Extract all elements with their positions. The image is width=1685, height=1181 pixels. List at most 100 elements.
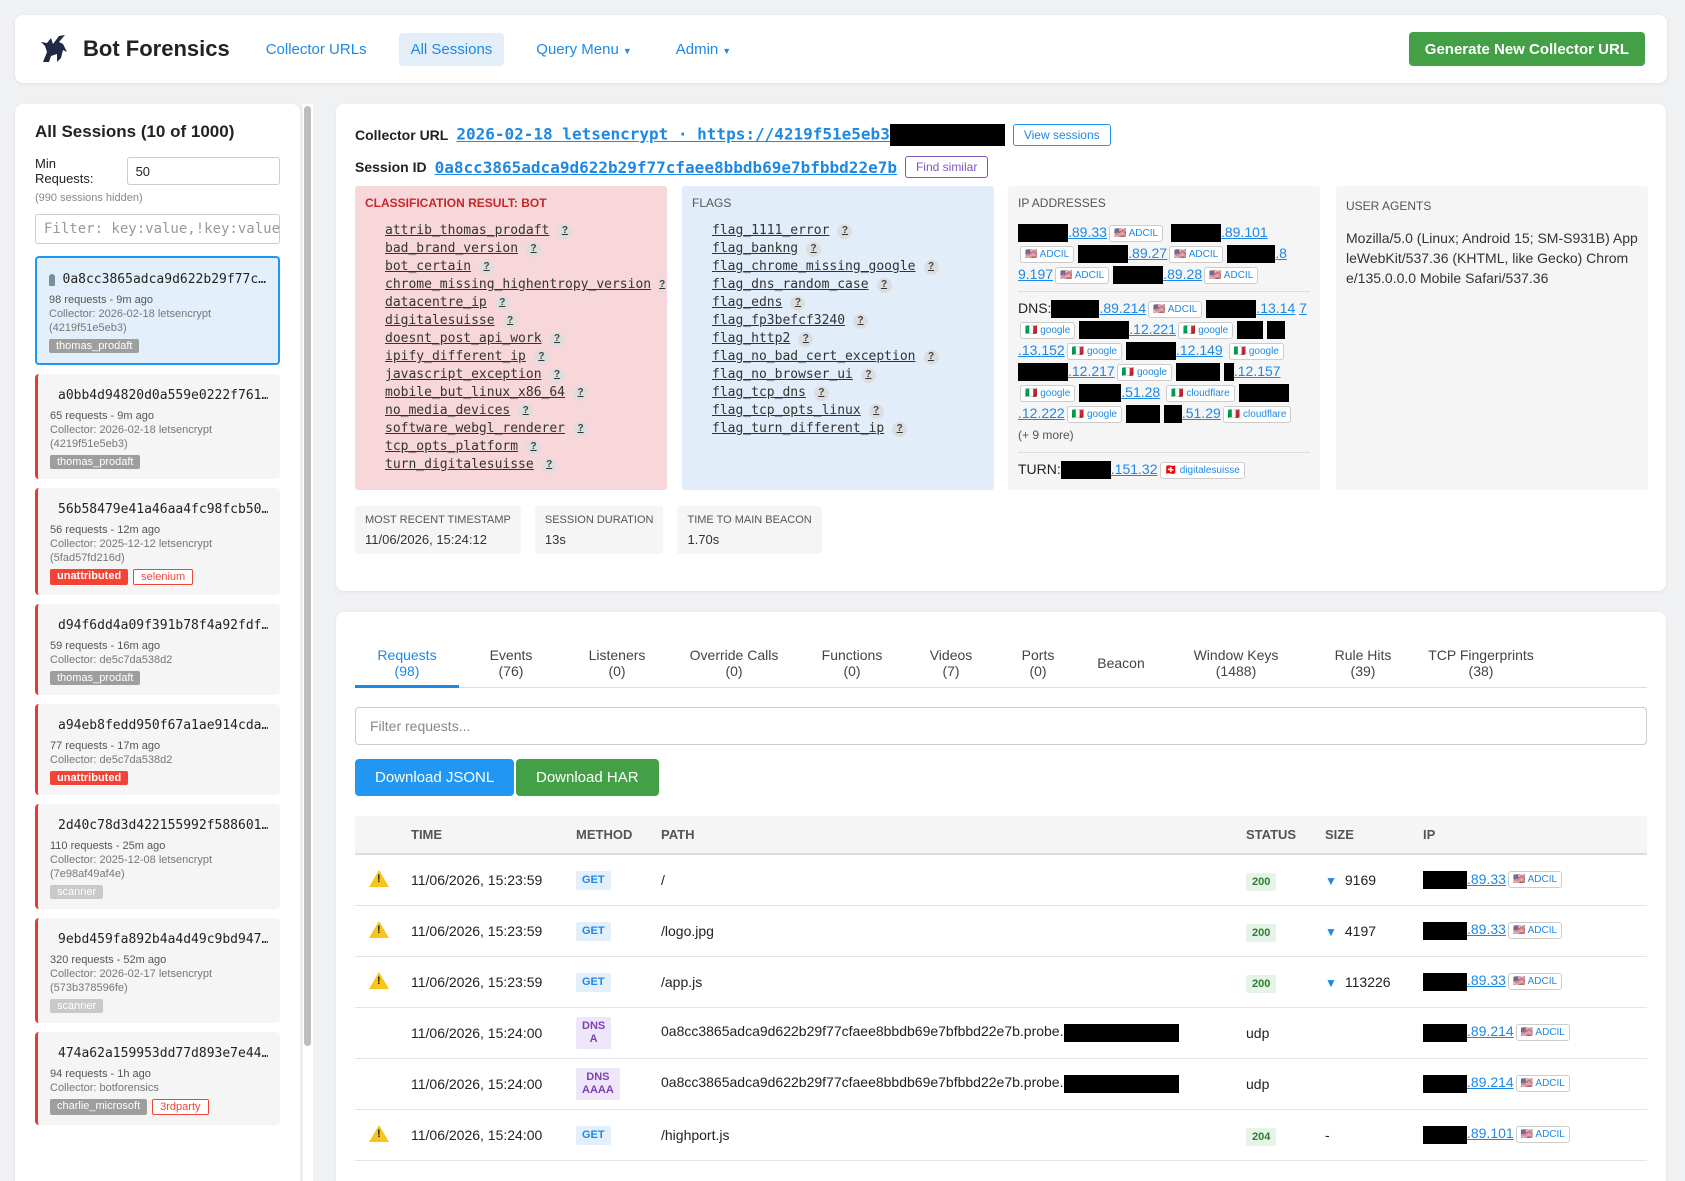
classification-item[interactable]: doesnt_post_api_work?	[385, 330, 657, 348]
collector-url-link[interactable]: 2026-02-18 letsencrypt · https://4219f51…	[456, 124, 1005, 146]
session-card[interactable]: 9ebd459fa892b4a4d49c9bd947… 320 requests …	[35, 918, 280, 1023]
help-icon[interactable]: ?	[790, 295, 806, 311]
session-tag[interactable]: thomas_prodaft	[49, 339, 140, 353]
request-ip-link[interactable]: .89.214	[1467, 1023, 1514, 1040]
help-icon[interactable]: ?	[876, 277, 892, 293]
classification-item[interactable]: bot_certain?	[385, 258, 657, 276]
expand-arrow-icon[interactable]: ▼	[1325, 975, 1337, 990]
session-tag[interactable]: scanner	[50, 999, 104, 1013]
classification-item[interactable]: attrib_thomas_prodaft?	[385, 222, 657, 240]
classification-item[interactable]: turn_digitalesuisse?	[385, 456, 657, 474]
help-icon[interactable]: ?	[518, 403, 534, 419]
session-tag[interactable]: thomas_prodaft	[50, 455, 141, 469]
help-icon[interactable]: ?	[541, 457, 557, 473]
classification-item[interactable]: datacentre_ip?	[385, 294, 657, 312]
tab-window-keys[interactable]: Window Keys (1488)	[1161, 640, 1311, 686]
session-card[interactable]: 56b58479e41a46aa4fc98fcb50… 56 requests -…	[35, 488, 280, 595]
col-path[interactable]: PATH	[661, 816, 1246, 855]
more-dns-count[interactable]: (+ 9 more)	[1018, 428, 1074, 442]
help-icon[interactable]: ?	[813, 385, 829, 401]
find-similar-button[interactable]: Find similar	[904, 156, 989, 178]
help-icon[interactable]: ?	[853, 313, 869, 329]
flag-item[interactable]: flag_tcp_dns?	[712, 384, 984, 402]
min-requests-input[interactable]: 50	[126, 157, 280, 185]
classification-item[interactable]: digitalesuisse?	[385, 312, 657, 330]
table-row[interactable]: 11/06/2026, 15:24:00 DNS A 0a8cc3865adca9d6…	[355, 1007, 1647, 1059]
session-tag[interactable]: scanner	[50, 885, 104, 899]
download-jsonl-button[interactable]: Download JSONL	[355, 759, 515, 796]
help-icon[interactable]: ?	[923, 259, 939, 275]
flag-item[interactable]: flag_no_browser_ui?	[712, 366, 984, 384]
request-ip-link[interactable]: .89.33	[1467, 972, 1506, 989]
nav-collector-urls[interactable]: Collector URLs	[265, 40, 367, 58]
classification-item[interactable]: tcp_opts_platform?	[385, 438, 657, 456]
sidebar-scrollbar-thumb[interactable]	[304, 106, 311, 1046]
classification-item[interactable]: mobile_but_linux_x86_64?	[385, 384, 657, 402]
classification-item[interactable]: ipify_different_ip?	[385, 348, 657, 366]
ip-org-badge[interactable]: 🇺🇸 ADCIL	[1515, 1126, 1570, 1144]
help-icon[interactable]: ?	[923, 349, 939, 365]
ip-org-badge[interactable]: 🇺🇸 ADCIL	[1507, 973, 1563, 991]
col-ip[interactable]: IP	[1423, 816, 1647, 855]
nav-query-menu[interactable]: Query Menu ▼	[524, 33, 643, 66]
session-card[interactable]: 2d40c78d3d422155992f588601… 110 requests …	[35, 804, 280, 909]
flag-item[interactable]: flag_1111_error?	[712, 222, 984, 240]
help-icon[interactable]: ?	[479, 259, 495, 275]
help-icon[interactable]: ?	[659, 277, 666, 293]
request-ip-link[interactable]: .89.101	[1467, 1125, 1514, 1142]
classification-item[interactable]: bad_brand_version?	[385, 240, 657, 258]
tab-ports[interactable]: Ports (0)	[995, 640, 1081, 686]
session-id-link[interactable]: 0a8cc3865adca9d622b29f77cfaee8bbdb69e7bf…	[434, 157, 897, 177]
session-tag[interactable]: selenium	[133, 569, 194, 585]
request-ip-link[interactable]: .89.33	[1467, 921, 1506, 938]
expand-arrow-icon[interactable]: ▼	[1325, 924, 1337, 939]
help-icon[interactable]: ?	[573, 385, 589, 401]
help-icon[interactable]: ?	[837, 223, 853, 239]
flag-item[interactable]: flag_turn_different_ip?	[712, 420, 984, 438]
tab-requests[interactable]: Requests (98)	[355, 640, 459, 688]
session-tag[interactable]: charlie_microsoft	[50, 1099, 148, 1115]
flag-item[interactable]: flag_dns_random_case?	[712, 276, 984, 294]
ip-org-badge[interactable]: 🇺🇸 ADCIL	[1515, 1024, 1570, 1042]
flag-item[interactable]: flag_fp3befcf3240?	[712, 312, 984, 330]
flag-item[interactable]: flag_http2?	[712, 330, 984, 348]
session-tag[interactable]: unattributed	[50, 569, 129, 585]
filter-requests-input[interactable]: Filter requests...	[355, 707, 1647, 745]
tab-functions[interactable]: Functions (0)	[797, 640, 907, 686]
download-har-button[interactable]: Download HAR	[516, 759, 659, 796]
help-icon[interactable]: ?	[526, 241, 542, 257]
session-card[interactable]: d94f6dd4a09f391b78f4a92fdf… 59 requests -…	[35, 604, 280, 695]
help-icon[interactable]: ?	[806, 241, 822, 257]
flag-item[interactable]: flag_bankng?	[712, 240, 984, 258]
nav-all-sessions[interactable]: All Sessions	[398, 32, 505, 66]
flag-item[interactable]: flag_edns?	[712, 294, 984, 312]
help-icon[interactable]: ?	[860, 367, 876, 383]
tab-rule-hits[interactable]: Rule Hits (39)	[1311, 640, 1415, 686]
view-sessions-button[interactable]: View sessions	[1012, 124, 1111, 146]
tab-override-calls[interactable]: Override Calls (0)	[671, 640, 797, 686]
tab-events[interactable]: Events (76)	[459, 640, 563, 686]
help-icon[interactable]: ?	[494, 295, 510, 311]
help-icon[interactable]: ?	[526, 439, 542, 455]
classification-item[interactable]: no_media_devices?	[385, 402, 657, 420]
help-icon[interactable]: ?	[549, 331, 565, 347]
brand[interactable]: Bot Forensics	[37, 32, 230, 66]
session-card[interactable]: a94eb8fedd950f67a1ae914cda… 77 requests -…	[35, 704, 280, 795]
ip-org-badge[interactable]: 🇺🇸 ADCIL	[1507, 922, 1563, 940]
flag-item[interactable]: flag_chrome_missing_google?	[712, 258, 984, 276]
classification-item[interactable]: software_webgl_renderer?	[385, 420, 657, 438]
help-icon[interactable]: ?	[868, 403, 884, 419]
ip-org-badge[interactable]: 🇺🇸 ADCIL	[1507, 871, 1563, 889]
request-ip-link[interactable]: .89.214	[1467, 1074, 1514, 1091]
classification-item[interactable]: chrome_missing_highentropy_version?	[385, 276, 666, 294]
session-card[interactable]: 0a8cc3865adca9d622b29f77c… 98 requests - …	[35, 256, 280, 365]
help-icon[interactable]: ?	[573, 421, 589, 437]
col-size[interactable]: SIZE	[1325, 816, 1423, 855]
flag-item[interactable]: flag_no_bad_cert_exception?	[712, 348, 984, 366]
help-icon[interactable]: ?	[533, 349, 549, 365]
session-tag[interactable]: thomas_prodaft	[50, 671, 141, 685]
